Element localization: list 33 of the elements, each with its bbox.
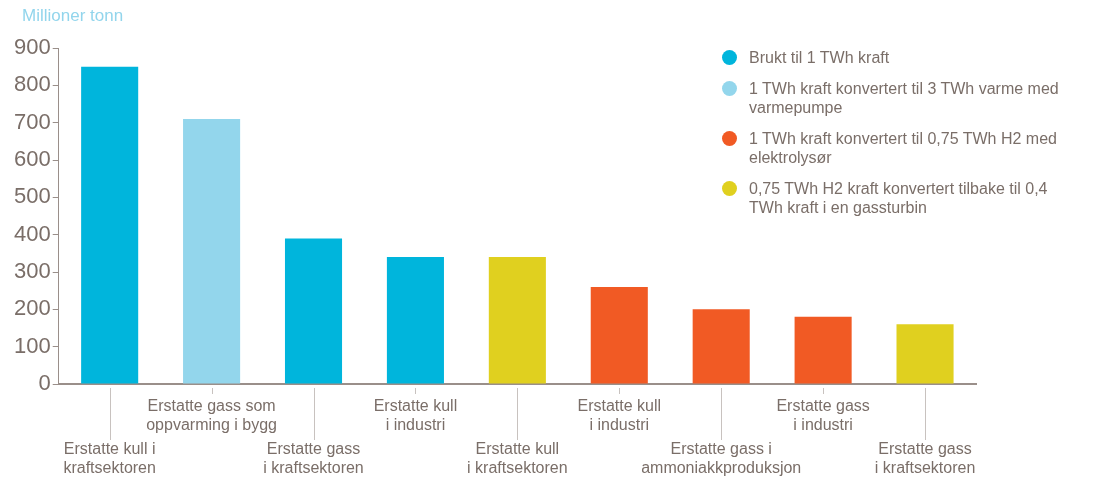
y-tick-label: 400 [13, 220, 51, 246]
bar [386, 257, 444, 384]
bar [183, 118, 241, 384]
legend-label: Brukt til 1 TWh kraft [749, 48, 890, 67]
bar [488, 257, 546, 384]
x-tick-label: Erstatte gass som oppvarming i bygg [146, 397, 277, 434]
y-tick-label: 900 [13, 34, 51, 60]
y-tick-label: 700 [13, 108, 51, 134]
bar [590, 286, 648, 384]
x-tick-label: Erstatte gass i industri [776, 397, 870, 434]
x-tick-label: Erstatte gass i kraftsektoren [263, 440, 364, 477]
bar [81, 66, 139, 384]
x-tick-label: Erstatte gass i kraftsektoren [874, 440, 976, 477]
legend-label: 1 TWh kraft konvertert til 3 TWh varme med varmepumpe [749, 79, 1060, 117]
y-tick-label: 100 [13, 332, 51, 358]
y-axis-title: Millioner tonn [22, 6, 124, 26]
x-tick-label: Erstatte kull i industri [373, 397, 458, 434]
y-tick-label: 200 [13, 295, 51, 321]
y-tick-label: 800 [13, 71, 51, 97]
legend-label: 0,75 TWh H2 kraft konvertert tilbake til 0,4 TWh kraft i en gassturbin [749, 179, 1049, 217]
bar [692, 309, 750, 384]
y-tick-label: 300 [13, 258, 51, 284]
x-tick-label: Erstatte gass i ammoniakkproduksjon [641, 440, 802, 477]
y-tick-label: 0 [38, 370, 51, 396]
bar [896, 324, 954, 384]
legend-label: 1 TWh kraft konvertert til 0,75 TWh H2 med elektrolysør [749, 129, 1058, 167]
bar [284, 238, 343, 384]
y-tick-label: 600 [13, 146, 51, 172]
x-tick-label: Erstatte kull i kraftsektoren [63, 440, 156, 477]
x-tick-label: Erstatte kull i industri [577, 397, 662, 434]
y-tick-label: 500 [13, 183, 51, 209]
x-tick-label: Erstatte kull i kraftsektoren [467, 440, 568, 477]
bar [794, 316, 852, 384]
